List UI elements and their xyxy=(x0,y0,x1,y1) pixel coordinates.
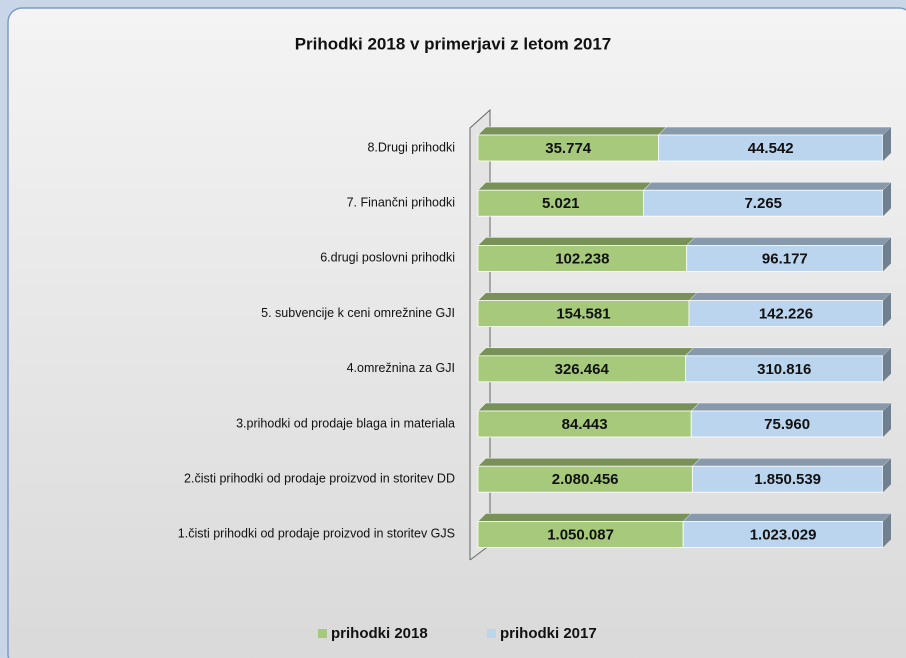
bar-top xyxy=(686,237,892,246)
bar xyxy=(682,521,884,548)
bar-side xyxy=(883,513,891,548)
bar-top xyxy=(642,181,892,191)
bar xyxy=(686,244,884,272)
value-label: 154.581 xyxy=(556,306,610,323)
value-label: 326.464 xyxy=(555,361,610,378)
bar-top xyxy=(477,292,698,301)
bar xyxy=(477,521,684,548)
bar xyxy=(477,410,692,438)
legend-swatch xyxy=(318,629,327,638)
bar xyxy=(477,244,688,272)
bar-top xyxy=(690,402,892,412)
category-label: 5. subvencije k ceni omrežnine GJI xyxy=(261,306,455,320)
bar xyxy=(685,355,884,383)
value-label: 2.080.456 xyxy=(552,471,619,488)
bar-side xyxy=(883,127,891,161)
category-label: 4.omrežnina za GJI xyxy=(347,361,455,375)
bar-top xyxy=(657,126,892,136)
bar-side xyxy=(883,347,891,382)
value-label: 35.774 xyxy=(545,140,592,157)
bar-top xyxy=(477,126,667,136)
value-label: 84.443 xyxy=(562,416,608,433)
bar-top xyxy=(477,457,701,467)
bar-top xyxy=(477,181,653,191)
bar-side xyxy=(883,458,891,493)
legend-label: prihodki 2017 xyxy=(500,625,597,642)
value-label: 7.265 xyxy=(744,195,782,212)
back-wall xyxy=(469,108,491,561)
legend-label: prihodki 2018 xyxy=(331,625,428,642)
bar-side xyxy=(883,182,891,217)
bar xyxy=(643,189,884,217)
bar xyxy=(690,410,884,438)
value-label: 5.021 xyxy=(542,195,580,212)
bar-top xyxy=(477,347,695,357)
value-label: 1.850.539 xyxy=(754,471,821,488)
bar-top xyxy=(682,513,892,522)
bar-top xyxy=(477,513,692,522)
bar xyxy=(657,134,884,162)
category-label: 3.prihodki od prodaje blaga in materiala xyxy=(236,416,455,430)
chart-title: Prihodki 2018 v primerjavi z letom 2017 xyxy=(295,34,612,53)
category-label: 6.drugi poslovni prihodki xyxy=(320,251,455,265)
value-label: 75.960 xyxy=(764,416,810,433)
value-label: 102.238 xyxy=(555,250,609,267)
bar-top xyxy=(688,292,892,301)
bar xyxy=(688,300,884,328)
bar-side xyxy=(883,237,891,272)
category-label: 2.čisti prihodki od prodaje proizvod in … xyxy=(184,471,455,485)
bar-top xyxy=(691,457,892,467)
value-label: 1.023.029 xyxy=(750,526,817,543)
bar-top xyxy=(477,237,696,246)
bar xyxy=(477,134,659,162)
bar-side xyxy=(883,403,891,437)
value-label: 1.050.087 xyxy=(547,526,614,543)
value-label: 142.226 xyxy=(759,306,813,323)
bar xyxy=(477,300,690,328)
category-label: 8.Drugi prihodki xyxy=(367,140,455,154)
bar-top xyxy=(684,347,892,357)
category-label: 1.čisti prihodki od prodaje proizvod in … xyxy=(178,527,455,541)
value-label: 96.177 xyxy=(762,250,808,267)
bar-top xyxy=(477,402,700,412)
value-label: 310.816 xyxy=(757,361,811,378)
category-label: 7. Finančni prihodki xyxy=(347,195,455,209)
legend-swatch xyxy=(487,629,496,638)
bar-side xyxy=(883,292,891,327)
value-label: 44.542 xyxy=(748,140,794,157)
chart-panel xyxy=(7,7,906,658)
